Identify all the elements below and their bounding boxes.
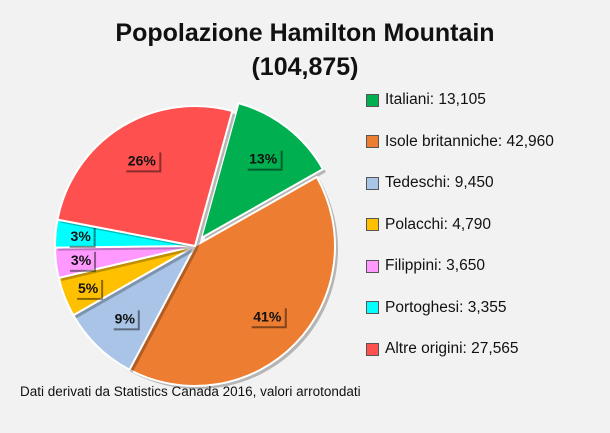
data-label: 9% (111, 308, 140, 331)
chart-subtitle: (104,875) (251, 53, 359, 81)
data-label: 3% (68, 249, 97, 272)
legend-label: Tedeschi: 9,450 (385, 174, 494, 191)
data-label: 26% (124, 150, 162, 173)
data-label-text: 9% (115, 310, 136, 326)
pie-slice-altre-origini (56, 105, 234, 248)
data-label: 13% (245, 148, 283, 171)
legend-swatch (366, 218, 379, 231)
data-label-text: 3% (71, 228, 92, 244)
legend-item: Altre origini: 27,565 (366, 335, 606, 363)
legend-swatch (366, 301, 379, 314)
pie-slice-tedeschi (71, 243, 198, 372)
legend-label: Portoghesi: 3,355 (385, 298, 507, 316)
data-label-text: 5% (78, 280, 99, 296)
pie-slice-isole-britanniche (128, 175, 336, 387)
chart-title-text: Popolazione Hamilton Mountain (115, 19, 495, 47)
legend-swatch (366, 135, 379, 148)
data-label: 41% (249, 306, 287, 329)
legend-item: Tedeschi: 9,450 (366, 169, 606, 197)
legend-label: Altre origini: 27,565 (385, 340, 519, 357)
pie-slice-italiani (199, 101, 325, 241)
legend-swatch (366, 176, 379, 190)
data-label-text: 26% (128, 152, 157, 168)
legend-swatch (366, 93, 379, 107)
legend-label: Italiani: 13,105 (385, 91, 486, 108)
legend-item: Portoghesi: 3,355 (366, 294, 606, 322)
legend-label: Isole britanniche: 42,960 (385, 132, 554, 150)
legend-item: Polacchi: 4,790 (366, 211, 606, 239)
legend-item: Italiani: 13,105 (366, 86, 606, 114)
data-label-text: 3% (71, 252, 92, 268)
data-label-text: 13% (249, 151, 278, 167)
data-label: 3% (67, 225, 96, 248)
legend-swatch (366, 259, 379, 273)
legend-label: Filippini: 3,650 (385, 257, 485, 274)
chart-legend: Italiani: 13,105 Isole britanniche: 42,96… (366, 86, 606, 377)
legend-swatch (366, 342, 379, 356)
legend-item: Isole britanniche: 42,960 (366, 128, 606, 156)
footnote: Dati derivati da Statistics Canada 2016,… (20, 384, 361, 399)
legend-item: Filippini: 3,650 (366, 252, 606, 280)
legend-label: Polacchi: 4,790 (385, 215, 491, 233)
data-label-text: 41% (253, 308, 282, 324)
data-label: 5% (75, 277, 104, 300)
chart-title: Popolazione Hamilton Mountain (104,875) (0, 16, 610, 84)
